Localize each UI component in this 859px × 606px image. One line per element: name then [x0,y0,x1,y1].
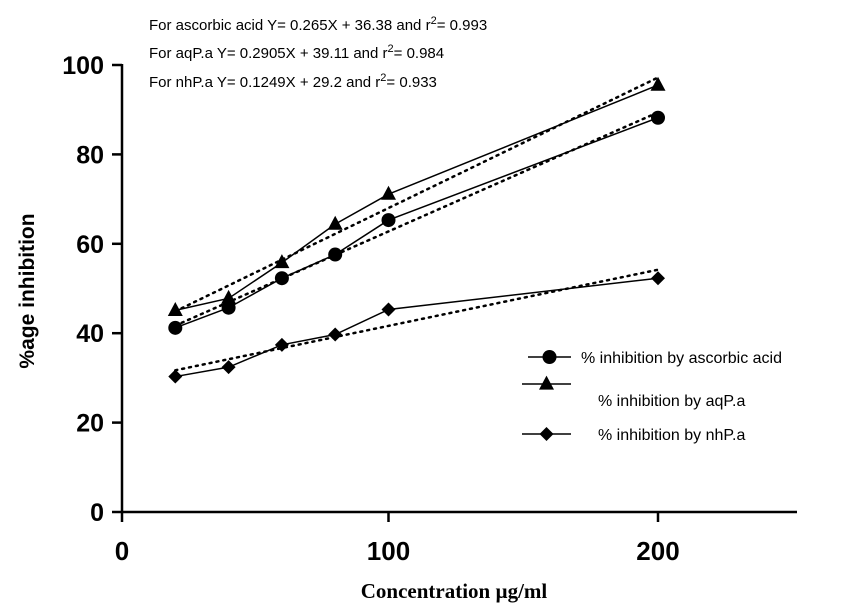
data-point [651,110,665,125]
x-axis-label: Concentration µg/ml [361,579,548,603]
x-tick-label: 100 [367,536,410,566]
series-line [175,277,659,378]
equation-nhpa: For nhP.a Y= 0.1249X + 29.2 and r2= 0.93… [149,72,437,91]
equation-ascorbic-acid: For ascorbic acid Y= 0.265X + 36.38 and … [149,15,487,34]
data-point [327,215,343,230]
data-point [381,213,396,228]
data-point [328,247,343,262]
data-point [167,302,183,317]
legend-label: % inhibition by ascorbic acid [581,350,782,367]
series-line [175,84,659,312]
trendlines [174,76,660,372]
data-point [168,369,183,384]
data-point [221,300,236,315]
data-point [221,360,236,375]
y-axis-label: %age inhibition [16,213,39,368]
legend-marker [539,427,554,441]
y-tick-label: 60 [76,231,104,259]
data-point [168,320,183,335]
data-point [274,271,289,286]
data-point [274,337,289,352]
data-point [381,302,396,317]
data-point [328,327,343,342]
x-tick-label: 200 [636,536,679,566]
y-tick-label: 20 [76,410,104,438]
legend: % inhibition by ascorbic acid % inhibitio… [522,350,782,444]
y-tick-label: 40 [76,320,104,348]
y-tick-label: 100 [62,52,104,80]
data-point [381,185,396,200]
legend-marker [542,350,557,364]
data-point [274,254,290,269]
data-point [650,76,666,91]
data-point [651,271,665,286]
trendline [174,111,660,327]
y-axis: 0 20 40 60 80 100 %age inhibition [16,52,124,527]
legend-marker [539,375,554,390]
y-tick-label: 80 [76,141,104,169]
series-line [175,117,659,329]
equation-aqpa: For aqP.a Y= 0.2905X + 39.11 and r2= 0.9… [149,43,444,62]
equations: For ascorbic acid Y= 0.265X + 36.38 and … [149,15,487,91]
trendline [174,76,660,313]
data-point [221,289,237,304]
trendline [174,268,660,372]
x-tick-label: 0 [115,536,129,566]
legend-label: % inhibition by aqP.a [598,393,745,410]
series [167,76,666,384]
legend-label: % inhibition by nhP.a [598,427,745,444]
x-axis: 0 100 200 Concentration µg/ml [115,510,797,603]
y-tick-label: 0 [90,499,104,527]
